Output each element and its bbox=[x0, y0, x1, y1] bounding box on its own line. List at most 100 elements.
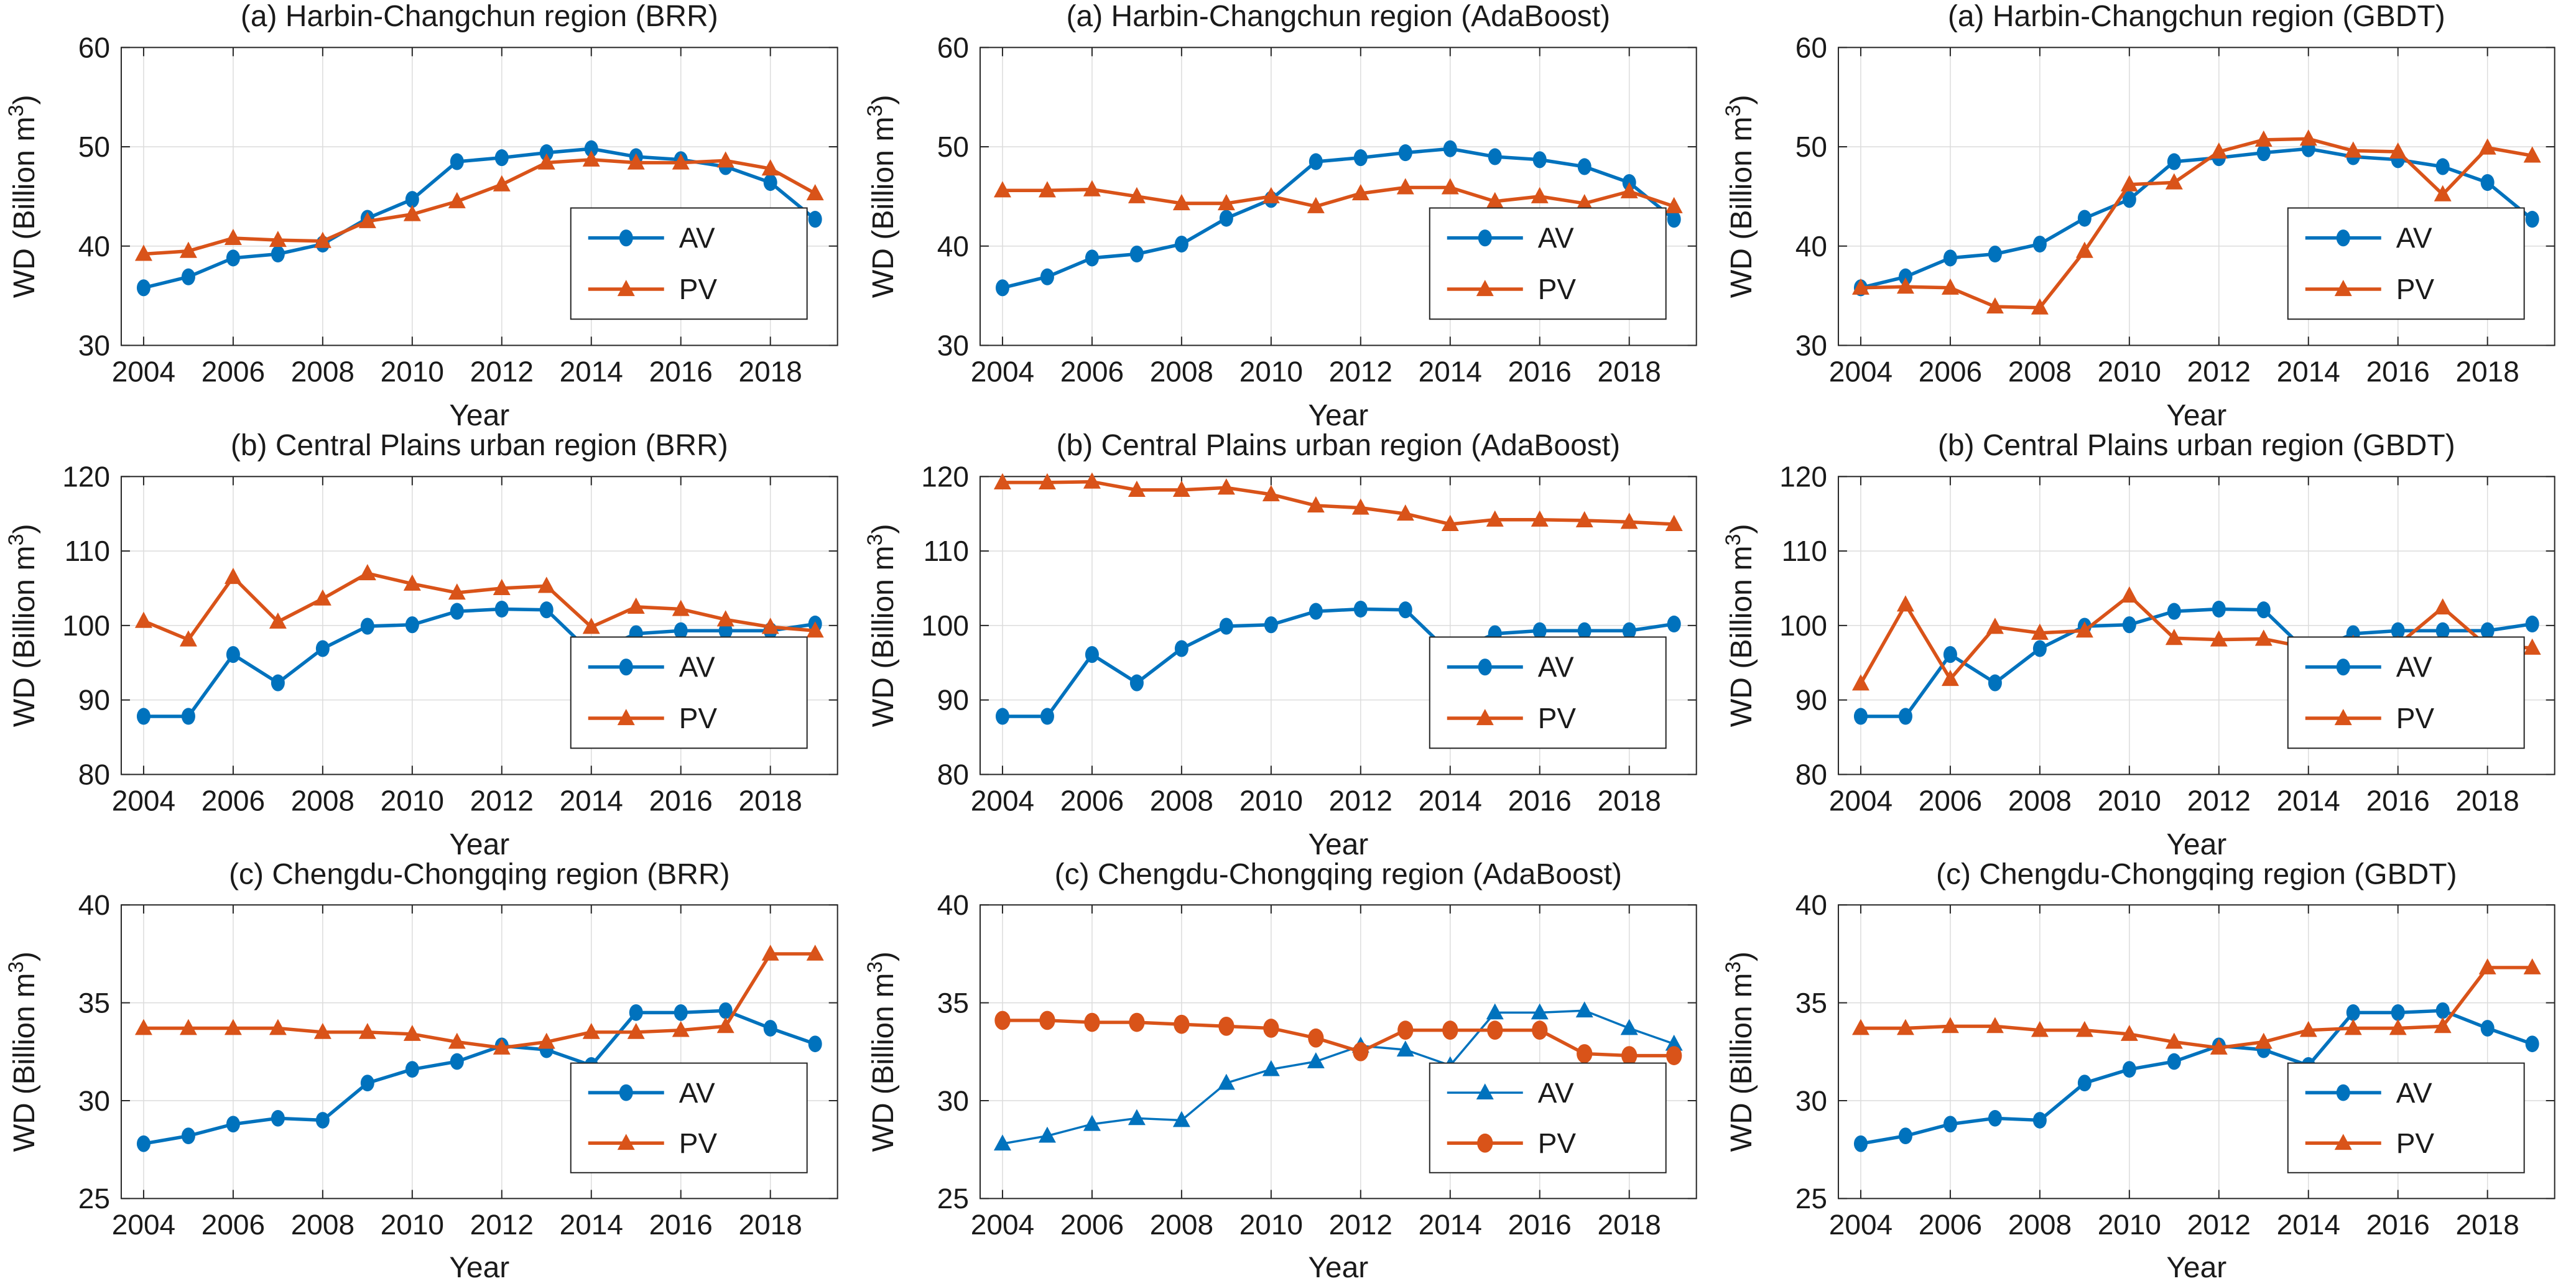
series-line bbox=[143, 158, 817, 256]
data-point-triangle bbox=[1897, 277, 1915, 294]
axes-box bbox=[120, 904, 838, 1200]
y-tick-label: 110 bbox=[923, 535, 968, 567]
data-point-triangle bbox=[1942, 670, 1960, 687]
series-av bbox=[136, 1002, 822, 1152]
data-point-circle bbox=[2526, 211, 2539, 228]
y-tick-label: 40 bbox=[937, 889, 968, 921]
x-tick-label: 2014 bbox=[1418, 785, 1481, 817]
x-tick-label: 2012 bbox=[470, 356, 534, 388]
data-point-circle bbox=[1040, 708, 1054, 725]
data-point-circle bbox=[1488, 148, 1502, 165]
x-tick-label: 2010 bbox=[2098, 785, 2161, 817]
data-point-triangle bbox=[1486, 1003, 1504, 1020]
legend-box bbox=[570, 1062, 808, 1173]
data-point-circle bbox=[2436, 1002, 2450, 1019]
legend: AV PV bbox=[2287, 207, 2526, 320]
x-axis-label: Year bbox=[449, 1251, 509, 1281]
data-point-circle bbox=[2481, 622, 2495, 639]
data-point-triangle bbox=[1083, 180, 1101, 197]
legend-label: PV bbox=[2396, 273, 2435, 305]
data-point-triangle bbox=[1351, 498, 1369, 515]
data-point-triangle bbox=[1307, 197, 1325, 213]
tick-marks bbox=[980, 47, 1697, 346]
y-tick-label: 50 bbox=[1795, 131, 1827, 163]
data-point-triangle bbox=[2121, 586, 2139, 603]
legend-label: PV bbox=[1537, 702, 1576, 734]
x-tick-label: 2012 bbox=[2187, 356, 2251, 388]
data-point-triangle bbox=[993, 473, 1011, 489]
x-tick-label: 2014 bbox=[1418, 1209, 1481, 1241]
x-tick-label: 2006 bbox=[1060, 1209, 1123, 1241]
data-point-circle bbox=[1532, 151, 1547, 169]
series-line bbox=[143, 607, 816, 718]
data-point-triangle bbox=[2255, 629, 2273, 646]
chart-title: (b) Central Plains urban region (AdaBoos… bbox=[1056, 429, 1620, 462]
data-point-triangle bbox=[627, 597, 645, 614]
data-point-circle bbox=[1476, 1133, 1493, 1153]
data-point-circle bbox=[1352, 1042, 1369, 1061]
data-point-circle bbox=[360, 1075, 374, 1092]
legend-box bbox=[2287, 636, 2526, 749]
y-axis-label: WD (Billion m3) bbox=[1721, 95, 1758, 298]
y-axis-label: WD (Billion m3) bbox=[4, 524, 41, 727]
x-tick-label: 2014 bbox=[560, 356, 623, 388]
data-point-circle bbox=[1854, 1135, 1868, 1152]
data-point-triangle bbox=[358, 1022, 376, 1039]
x-tick-label: 2010 bbox=[381, 356, 444, 388]
data-point-triangle bbox=[627, 153, 645, 170]
legend-label: AV bbox=[1537, 222, 1573, 254]
series-line bbox=[1861, 137, 2533, 310]
legend-label: PV bbox=[679, 273, 718, 305]
data-point-triangle bbox=[2076, 621, 2094, 638]
data-point-triangle bbox=[2121, 1025, 2139, 1041]
y-tick-label: 120 bbox=[1780, 460, 1828, 493]
x-tick-label: 2012 bbox=[2187, 1209, 2251, 1241]
data-point-circle bbox=[2033, 1112, 2047, 1129]
y-tick-label: 50 bbox=[937, 131, 968, 163]
legend-label: PV bbox=[1537, 1127, 1576, 1159]
legend-label: AV bbox=[679, 651, 715, 683]
data-point-circle bbox=[1478, 229, 1492, 247]
x-tick-label: 2008 bbox=[2008, 785, 2072, 817]
data-point-triangle bbox=[1038, 473, 1056, 489]
data-point-circle bbox=[2391, 622, 2406, 639]
data-point-circle bbox=[226, 249, 240, 267]
data-point-triangle bbox=[2524, 958, 2541, 974]
x-tick-label: 2008 bbox=[291, 356, 354, 388]
x-tick-label: 2008 bbox=[2008, 356, 2072, 388]
data-point-circle bbox=[1532, 622, 1547, 639]
chart-harbin-adaboost: 30 40 50 60 2004 2006 2008 2010 2012 2014 2016 2018… bbox=[858, 0, 1718, 429]
data-point-triangle bbox=[761, 159, 779, 176]
data-point-circle bbox=[1083, 1012, 1100, 1032]
data-point-triangle bbox=[1476, 1083, 1494, 1100]
data-point-triangle bbox=[1476, 279, 1494, 297]
y-tick-label: 60 bbox=[937, 31, 968, 63]
x-tick-label: 2016 bbox=[649, 356, 713, 388]
data-point-triangle bbox=[2524, 146, 2541, 163]
data-point-circle bbox=[1478, 659, 1492, 676]
x-tick-label: 2014 bbox=[2277, 1209, 2340, 1241]
data-point-triangle bbox=[1531, 1003, 1549, 1020]
data-point-circle bbox=[405, 1061, 419, 1078]
legend-label: AV bbox=[2396, 651, 2432, 683]
chart-canvas-chengdu-brr: 25 30 35 40 2004 2006 2008 2010 2012 2014 2016 2018… bbox=[0, 858, 859, 1281]
data-point-triangle bbox=[993, 1134, 1011, 1151]
data-point-circle bbox=[1307, 1028, 1324, 1048]
x-tick-label: 2018 bbox=[2456, 785, 2519, 817]
data-point-circle bbox=[181, 708, 195, 725]
x-tick-label: 2010 bbox=[1239, 785, 1302, 817]
x-tick-label: 2010 bbox=[381, 785, 444, 817]
data-point-circle bbox=[2436, 158, 2450, 175]
chart-chengdu-gbdt: 25 30 35 40 2004 2006 2008 2010 2012 2014 2016 2018… bbox=[1717, 858, 2576, 1281]
data-point-circle bbox=[2337, 229, 2351, 247]
x-tick-label: 2012 bbox=[470, 1209, 534, 1241]
data-point-circle bbox=[1219, 210, 1233, 227]
y-tick-label: 90 bbox=[78, 684, 110, 716]
data-point-circle bbox=[763, 173, 777, 192]
data-point-triangle bbox=[269, 231, 287, 247]
data-point-circle bbox=[2033, 640, 2047, 657]
y-tick-label: 100 bbox=[62, 609, 110, 642]
y-tick-label: 50 bbox=[78, 131, 110, 163]
x-tick-label: 2012 bbox=[470, 785, 534, 817]
tick-marks bbox=[1838, 476, 2555, 775]
